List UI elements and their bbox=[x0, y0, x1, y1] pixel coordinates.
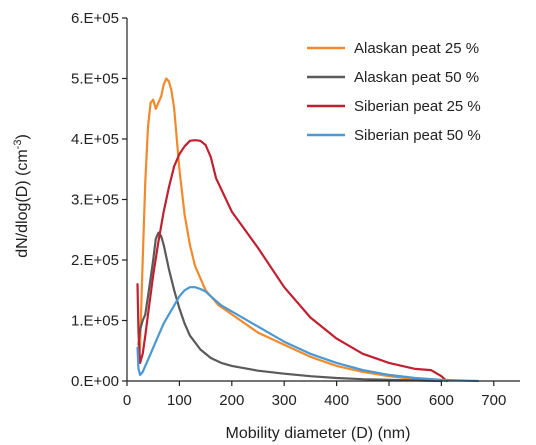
legend-label-0: Alaskan peat 25 % bbox=[354, 40, 479, 57]
y-axis-title: dN/dlog(D) (cm-3) bbox=[12, 134, 31, 258]
series-line-3 bbox=[136, 286, 480, 383]
tick-labels: 0.E+00 1.E+05 2.E+05 3.E+05 4.E+05 5.E+05 6.E+… bbox=[71, 10, 506, 409]
legend-label-1: Alaskan peat 50 % bbox=[354, 69, 479, 86]
y-tick-label: 6.E+05 bbox=[71, 10, 119, 27]
x-axis-title: Mobility diameter (D) (nm) bbox=[226, 425, 411, 442]
axes bbox=[122, 17, 520, 386]
y-tick-label: 3.E+05 bbox=[71, 192, 119, 209]
y-tick-label: 5.E+05 bbox=[71, 71, 119, 88]
x-tick-label: 100 bbox=[167, 392, 192, 409]
x-tick-label: 500 bbox=[376, 392, 401, 409]
y-tick-label: 2.E+05 bbox=[71, 252, 119, 269]
x-tick-label: 700 bbox=[481, 392, 506, 409]
legend: Alaskan peat 25 % Alaskan peat 50 % Siberi… bbox=[307, 40, 481, 144]
y-tick-label: 4.E+05 bbox=[71, 131, 119, 148]
legend-label-2: Siberian peat 25 % bbox=[354, 98, 481, 115]
x-tick-label: 600 bbox=[429, 392, 454, 409]
x-tick-label: 300 bbox=[272, 392, 297, 409]
y-axis-title-superscript: -3 bbox=[12, 140, 24, 150]
y-axis-title-main: dN/dlog(D) (cm bbox=[14, 149, 31, 257]
series-line-1 bbox=[137, 231, 443, 383]
x-tick-label: 0 bbox=[123, 392, 131, 409]
series-line-0 bbox=[137, 77, 443, 383]
x-tick-label: 200 bbox=[219, 392, 244, 409]
x-tick-label: 400 bbox=[324, 392, 349, 409]
y-axis-title-tail: ) bbox=[14, 134, 31, 139]
y-tick-label: 0.E+00 bbox=[71, 373, 119, 390]
y-tick-label: 1.E+05 bbox=[71, 313, 119, 330]
legend-label-3: Siberian peat 50 % bbox=[354, 127, 481, 144]
series-layer bbox=[136, 77, 480, 383]
series-line-2 bbox=[136, 139, 448, 383]
